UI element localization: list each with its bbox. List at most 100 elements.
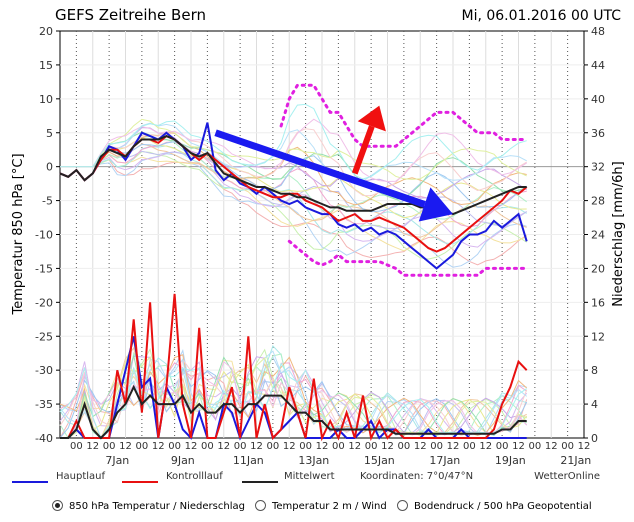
y-tick-left-label: -40 <box>35 432 53 445</box>
y-axis-left-label: Temperatur 850 hPa [°C] <box>11 153 26 315</box>
temp-line-hauptlauf <box>59 122 528 270</box>
x-hour-tick: 00 <box>496 441 509 452</box>
spread-upper-outline <box>279 83 529 148</box>
ensemble-member-temp <box>60 118 527 180</box>
x-hour-tick: 00 <box>398 441 411 452</box>
y-tick-left-label: -10 <box>35 229 53 242</box>
radio-pressure[interactable]: Bodendruck / 500 hPa Geopotential <box>397 500 592 512</box>
x-hour-tick: 00 <box>70 441 83 452</box>
y-axis-right-label: Niederschlag [mm/6h] <box>611 161 626 306</box>
precip-series <box>60 293 528 442</box>
x-hour-tick: 00 <box>332 441 345 452</box>
y-tick-right-label: 8 <box>591 364 598 377</box>
y-tick-left-label: -30 <box>35 364 53 377</box>
radio-temp-2m[interactable]: Temperatur 2 m / Wind <box>255 500 387 512</box>
y-tick-right-label: 40 <box>591 93 605 106</box>
arrow-head <box>418 187 453 222</box>
x-hour-tick: 00 <box>365 441 378 452</box>
x-hour-tick: 12 <box>578 441 591 452</box>
x-axis-ticks: 00 12 00 12 00 12 00 12 00 12 00 12 00 12 00 12 00 12 00 12… <box>70 441 591 467</box>
y-tick-right-label: 44 <box>591 59 605 72</box>
x-day-label: 19Jan <box>495 454 526 467</box>
radio-temp-2m-dot[interactable] <box>255 500 266 511</box>
y-tick-right-label: 48 <box>591 25 605 38</box>
precip-line-mittelwert <box>60 384 527 440</box>
x-day-label: 7Jan <box>105 454 129 467</box>
chart-date: Mi, 06.01.2016 00 UTC <box>462 8 622 24</box>
radio-850hpa-dot[interactable] <box>52 500 63 511</box>
ensemble-member-temp <box>60 153 527 268</box>
x-hour-tick: 12 <box>545 441 558 452</box>
annotation-arrows <box>214 105 453 222</box>
x-day-label: 13Jan <box>298 454 329 467</box>
precip-line-kontrolllauf <box>60 293 528 442</box>
x-hour-tick: 12 <box>119 441 132 452</box>
x-day-label: 11Jan <box>233 454 264 467</box>
x-hour-tick: 12 <box>381 441 394 452</box>
ensemble-member-temp <box>60 131 527 200</box>
y-tick-left-label: -25 <box>35 330 53 343</box>
x-hour-tick: 00 <box>234 441 247 452</box>
view-selector: 850 hPa Temperatur / Niederschlag Temper… <box>0 498 634 518</box>
spread-outline <box>279 83 529 277</box>
legend: Hauptlauf Kontrolllauf Mittelwert Koordi… <box>12 471 600 483</box>
ensemble-member-temp <box>60 154 527 252</box>
y-tick-right-label: 0 <box>591 432 598 445</box>
arrow-shaft <box>214 129 426 208</box>
y-tick-right-label: 12 <box>591 330 605 343</box>
x-hour-tick: 12 <box>414 441 427 452</box>
ensemble-member-temp <box>60 151 527 260</box>
y-tick-right-label: 16 <box>591 296 605 309</box>
y-tick-left-label: -20 <box>35 296 53 309</box>
y-tick-left-label: -35 <box>35 398 53 411</box>
legend-label-mittelwert: Mittelwert <box>284 471 335 482</box>
y-tick-left-label: -5 <box>42 195 53 208</box>
y-tick-left-label: 20 <box>39 25 53 38</box>
x-hour-tick: 00 <box>299 441 312 452</box>
y-tick-left-label: -15 <box>35 262 53 275</box>
radio-temp-2m-label: Temperatur 2 m / Wind <box>272 501 387 512</box>
x-hour-tick: 12 <box>250 441 263 452</box>
radio-850hpa-label: 850 hPa Temperatur / Niederschlag <box>69 501 245 512</box>
x-day-label: 17Jan <box>429 454 460 467</box>
y-tick-left-label: 0 <box>46 161 53 174</box>
ensemble-member-precip <box>59 362 527 439</box>
arrow-shaft <box>351 125 375 175</box>
y-tick-right-label: 28 <box>591 195 605 208</box>
ensemble-member-temp <box>60 127 527 199</box>
spread-lower-outline <box>287 239 529 277</box>
radio-pressure-dot[interactable] <box>397 500 408 511</box>
y-tick-left-label: 10 <box>39 93 53 106</box>
legend-label-kontrolllauf: Kontrolllauf <box>166 471 223 482</box>
radio-850hpa[interactable]: 850 hPa Temperatur / Niederschlag <box>52 500 245 512</box>
ensemble-member-precip <box>60 360 528 439</box>
x-hour-tick: 12 <box>447 441 460 452</box>
y-tick-left-label: 15 <box>39 59 53 72</box>
x-hour-tick: 00 <box>463 441 476 452</box>
chart-title: GEFS Zeitreihe Bern <box>55 6 206 24</box>
ensemble-member-temp <box>60 141 527 213</box>
x-day-label: 15Jan <box>364 454 395 467</box>
ensemble-member-temp <box>60 151 527 248</box>
y-tick-right-label: 24 <box>591 229 605 242</box>
x-hour-tick: 12 <box>185 441 198 452</box>
x-hour-tick: 12 <box>512 441 525 452</box>
y-tick-right-label: 4 <box>591 398 598 411</box>
x-hour-tick: 00 <box>561 441 574 452</box>
y-tick-right-label: 32 <box>591 161 605 174</box>
legend-label-hauptlauf: Hauptlauf <box>56 471 105 482</box>
x-hour-tick: 00 <box>430 441 443 452</box>
x-hour-tick: 12 <box>152 441 165 452</box>
coordinates-label: Koordinaten: 7°0/47°N <box>360 471 473 482</box>
y-tick-left-label: 5 <box>46 127 53 140</box>
left-axis-ticks: 20 15 10 5 0 -5 -10 -15 -20 -25 -30 -35 -40 <box>35 25 60 445</box>
x-hour-tick: 12 <box>283 441 296 452</box>
x-hour-tick: 12 <box>316 441 329 452</box>
x-hour-tick: 00 <box>103 441 116 452</box>
x-hour-tick: 12 <box>217 441 230 452</box>
x-day-label: 21Jan <box>560 454 591 467</box>
x-hour-tick: 12 <box>348 441 361 452</box>
x-hour-tick: 00 <box>168 441 181 452</box>
brand-label: WetterOnline <box>534 471 600 482</box>
